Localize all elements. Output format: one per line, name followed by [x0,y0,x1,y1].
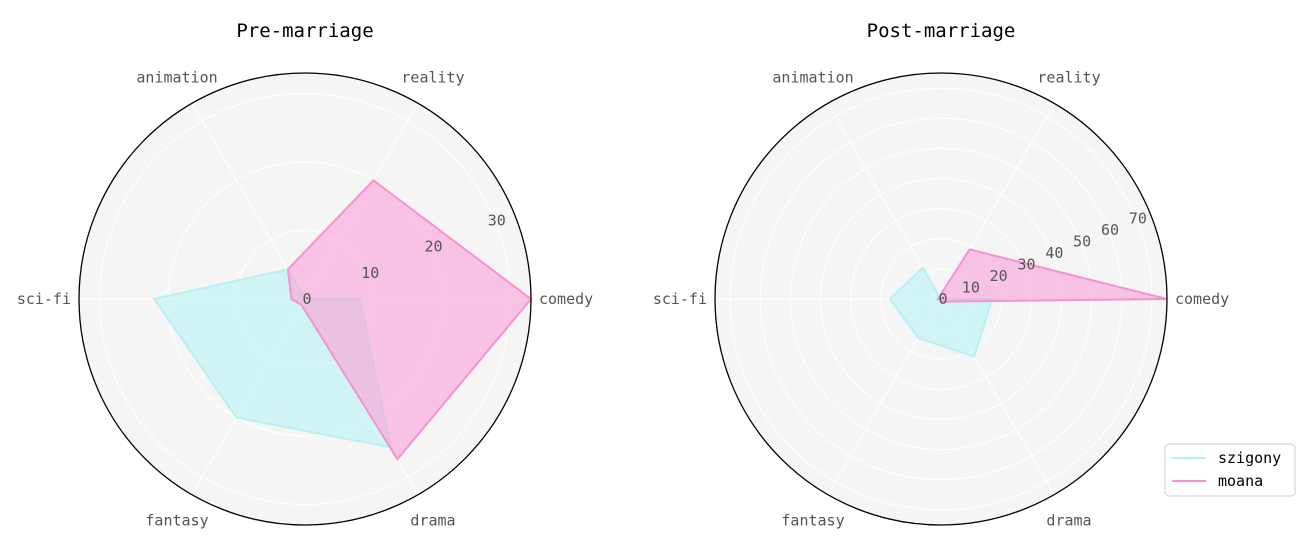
category-label-drama: drama [410,512,455,530]
radial-tick-label: 20 [425,238,443,256]
category-label-animation: animation [136,68,217,86]
category-label-animation: animation [772,68,853,86]
radial-tick-label: 0 [938,290,947,308]
category-label-fantasy: fantasy [781,512,844,530]
radial-tick-label: 70 [1129,209,1147,227]
category-label-comedy: comedy [539,290,593,308]
spoke-animation [191,103,306,300]
radial-tick-label: 10 [962,278,980,296]
category-label-comedy: comedy [1175,290,1229,308]
category-label-fantasy: fantasy [145,512,208,530]
legend-label-moana: moana [1218,472,1263,490]
radial-tick-label: 30 [488,211,506,229]
series-fill-szigony [889,267,993,357]
radial-tick-label: 60 [1101,221,1119,239]
radial-tick-label: 10 [361,264,379,282]
category-label-sci-fi: sci-fi [653,290,707,308]
radar-panel-post-marriage: 0 10 20 30 40 50 60 70 comedy reality animation sci… [653,20,1229,530]
radial-tick-label: 40 [1045,244,1063,262]
category-label-reality: reality [1037,68,1100,86]
chart-title: Post-marriage [867,20,1016,42]
category-label-sci-fi: sci-fi [17,290,71,308]
spoke-animation [827,103,942,300]
radial-tick-label: 30 [1017,255,1035,273]
legend: szigony moana [1164,443,1296,497]
polar-border [714,72,1168,526]
radial-tick-label: 50 [1073,232,1091,250]
radial-tick-label: 0 [302,290,311,308]
legend-label-szigony: szigony [1218,449,1281,467]
polar-border [78,72,532,526]
series-fill-moana [287,180,531,460]
radar-panel-pre-marriage: 0 10 20 30 comedy reality animation sci-fi fanta… [17,20,593,530]
series-fill-moana [937,249,1167,302]
category-label-drama: drama [1046,512,1091,530]
chart-title: Pre-marriage [236,20,373,42]
radial-tick-label: 20 [990,267,1008,285]
category-label-reality: reality [401,68,464,86]
